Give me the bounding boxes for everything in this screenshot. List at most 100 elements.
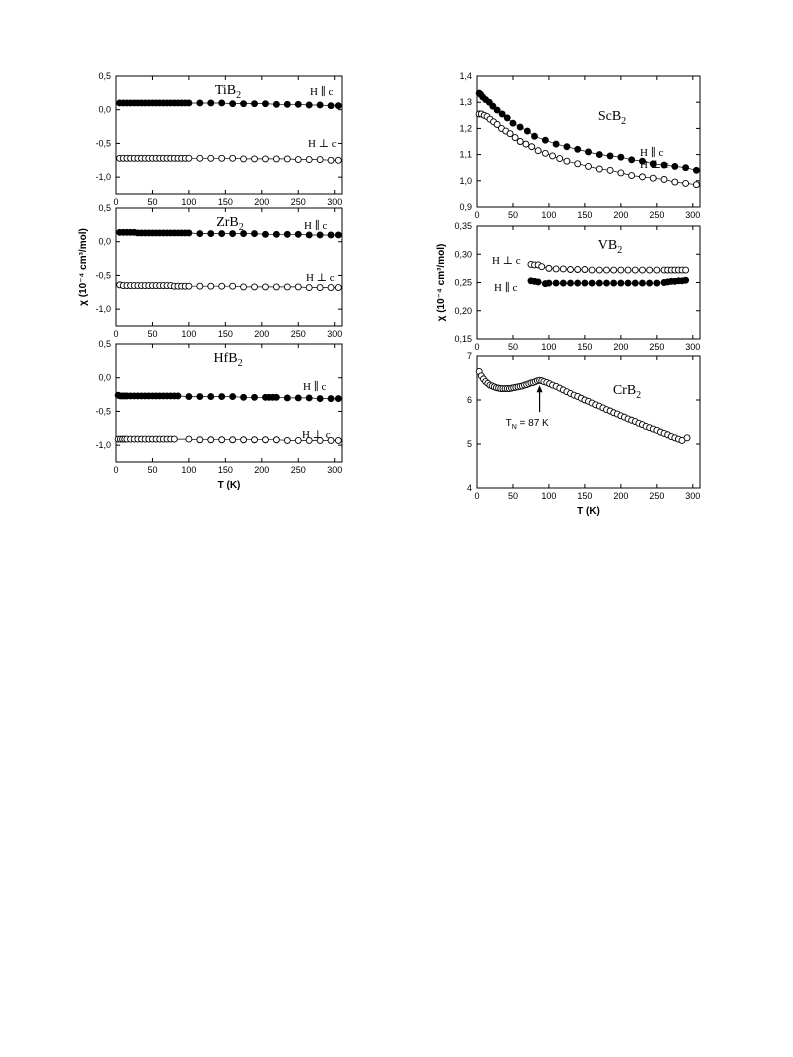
data-point: [552, 140, 560, 148]
y-tick-label: 0,20: [454, 306, 472, 316]
data-point: [207, 154, 215, 162]
y-axis-label: χ (10⁻⁴ cm³/mol): [436, 244, 447, 322]
data-point: [603, 266, 610, 274]
data-point: [170, 435, 178, 443]
data-point: [617, 266, 625, 274]
panel-title: ScB2: [598, 109, 626, 127]
data-point: [628, 156, 636, 164]
data-point: [334, 156, 342, 164]
x-tick-label: 250: [291, 465, 306, 475]
plot-frame: [115, 207, 343, 327]
x-tick-label: 50: [508, 210, 518, 220]
data-point: [682, 276, 690, 284]
data-point: [334, 102, 342, 110]
data-point: [610, 266, 618, 274]
data-point: [174, 392, 182, 400]
data-point: [606, 152, 614, 160]
y-tick-label: 5: [467, 439, 472, 449]
data-point: [671, 162, 679, 170]
left-y-axis-label: χ (10⁻⁴ cm³/mol): [78, 228, 89, 306]
x-tick-label: 100: [541, 342, 556, 352]
data-point: [567, 266, 574, 273]
y-tick-label: 1,1: [459, 150, 472, 160]
data-point: [541, 149, 549, 157]
x-tick-label: 250: [291, 329, 306, 339]
data-point: [272, 283, 280, 291]
data-point: [316, 231, 324, 239]
x-tick-label: 100: [181, 329, 196, 339]
data-point: [229, 436, 237, 444]
data-point: [251, 393, 258, 401]
data-point: [639, 173, 646, 181]
data-point: [218, 99, 226, 107]
data-point: [185, 435, 193, 443]
x-tick-label: 150: [577, 491, 592, 501]
x-tick-label: 100: [541, 491, 556, 501]
series-label: H ∥ c: [310, 85, 334, 98]
data-point: [272, 155, 280, 163]
data-point: [207, 99, 215, 107]
data-point: [585, 162, 592, 170]
data-point: [649, 174, 657, 182]
data-point: [563, 157, 571, 165]
data-point: [283, 436, 291, 444]
x-tick-label: 50: [147, 329, 157, 339]
data-point: [272, 100, 280, 108]
data-point: [240, 436, 248, 444]
data-point: [196, 154, 204, 162]
data-point: [653, 266, 661, 274]
y-tick-label: 0,0: [98, 237, 111, 247]
data-point: [534, 147, 542, 155]
data-point: [229, 154, 237, 162]
y-tick-label: 1,0: [459, 176, 472, 186]
data-point: [251, 230, 258, 238]
data-point: [218, 393, 226, 401]
y-tick-label: 1,3: [459, 97, 472, 107]
data-point: [185, 229, 193, 237]
data-point: [574, 160, 582, 168]
x-tick-label: 150: [218, 197, 233, 207]
series-label: H ⊥ c: [492, 255, 521, 267]
data-point: [316, 436, 324, 444]
series-label: H ⊥ c: [302, 429, 331, 441]
data-point: [559, 265, 567, 273]
data-point: [251, 283, 258, 291]
data-point: [327, 395, 335, 403]
data-point: [327, 231, 335, 239]
data-point: [556, 155, 564, 162]
y-tick-label: 0,9: [459, 202, 472, 212]
data-point: [511, 134, 519, 142]
y-tick-label: 0,25: [454, 278, 472, 288]
data-point: [185, 99, 193, 107]
data-point: [595, 151, 603, 159]
series-label: H ⊥ c: [640, 159, 669, 171]
y-tick-label: 0,15: [454, 334, 472, 344]
x-tick-label: 0: [474, 342, 479, 352]
data-point: [503, 114, 511, 122]
x-tick-label: 50: [508, 342, 518, 352]
data-point: [240, 393, 248, 401]
series-label: H ∥ c: [494, 281, 518, 294]
data-point: [196, 99, 204, 107]
data-point: [639, 279, 646, 287]
x-tick-label: 0: [113, 465, 118, 475]
data-point: [552, 279, 560, 287]
data-point: [649, 160, 657, 168]
data-point: [528, 143, 536, 151]
data-point: [207, 393, 215, 401]
data-point: [251, 436, 258, 444]
chart-panel-tib2: 0 50 100 150 200 250 300 -1,0 -0,5 0,0 0,5 TiB2 H ∥ …: [95, 71, 343, 207]
panel-title: CrB2: [613, 383, 641, 401]
x-axis-label: T (K): [218, 480, 241, 491]
panel-title: VB2: [598, 238, 622, 256]
data-point: [606, 166, 614, 174]
data-point: [240, 155, 248, 163]
panel-title: ZrB2: [216, 215, 244, 233]
data-point: [327, 436, 335, 444]
data-point: [262, 283, 269, 291]
data-point: [506, 130, 514, 138]
x-tick-label: 50: [508, 491, 518, 501]
data-point: [262, 100, 269, 108]
x-tick-label: 200: [613, 210, 628, 220]
